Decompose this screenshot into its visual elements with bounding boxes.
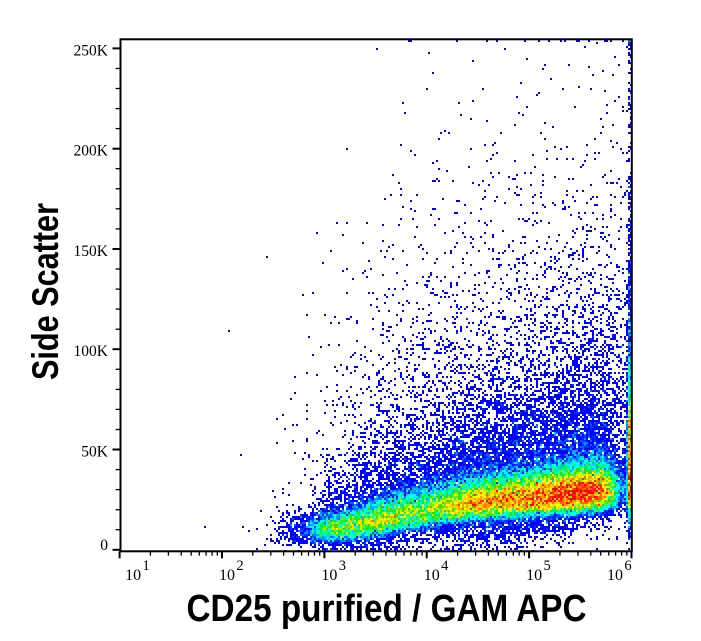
svg-text:10: 10 (607, 567, 623, 584)
svg-text:0: 0 (100, 537, 108, 554)
svg-text:10: 10 (321, 567, 337, 584)
svg-text:10: 10 (424, 567, 440, 584)
svg-text:CD25 purified / GAM APC: CD25 purified / GAM APC (187, 588, 587, 630)
svg-text:6: 6 (624, 558, 631, 574)
svg-text:200K: 200K (74, 143, 109, 160)
svg-text:1: 1 (143, 558, 150, 574)
svg-text:4: 4 (441, 558, 449, 574)
svg-text:2: 2 (236, 558, 243, 574)
svg-text:3: 3 (339, 558, 346, 574)
svg-text:100K: 100K (74, 343, 109, 360)
svg-text:150K: 150K (74, 243, 109, 260)
svg-text:10: 10 (219, 567, 235, 584)
svg-text:Side Scatter: Side Scatter (24, 203, 66, 380)
svg-text:5: 5 (544, 558, 551, 574)
svg-text:50K: 50K (81, 443, 109, 460)
svg-text:10: 10 (526, 567, 542, 584)
svg-text:250K: 250K (74, 42, 109, 59)
svg-text:10: 10 (125, 567, 141, 584)
